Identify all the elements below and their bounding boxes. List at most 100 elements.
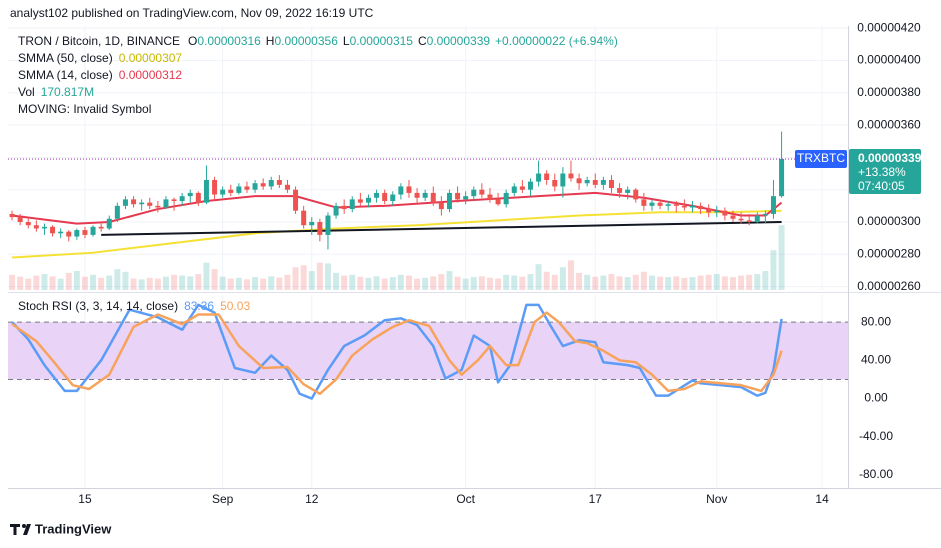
- candle-body: [681, 205, 687, 208]
- candle-body: [374, 192, 380, 198]
- candle-body: [106, 218, 112, 229]
- candle-body: [519, 186, 525, 190]
- x-tick-label: Sep: [212, 492, 234, 506]
- candle-body: [90, 226, 96, 235]
- volume-bar: [122, 271, 129, 290]
- volume-bar: [478, 276, 485, 290]
- volume-bar: [9, 274, 16, 290]
- legend-ohlc-value: 0.00000316: [197, 34, 261, 48]
- candle-body: [244, 186, 250, 190]
- footer-logo: TradingView: [10, 521, 112, 536]
- candle-body: [317, 221, 323, 235]
- candle-body: [552, 179, 558, 187]
- volume-bar: [446, 271, 453, 290]
- y-tick-label: 80.00: [861, 314, 891, 328]
- volume-bar: [349, 274, 356, 290]
- candle-body: [706, 209, 712, 213]
- candle-body: [357, 199, 363, 203]
- volume-bar: [397, 274, 404, 290]
- y-tick-label: 0.00000380: [857, 85, 921, 99]
- candle-body: [398, 186, 404, 195]
- candle-body: [17, 217, 23, 222]
- candle-body: [446, 192, 452, 210]
- candle-body: [9, 213, 15, 218]
- volume-bar: [341, 275, 348, 290]
- volume-bar: [592, 276, 599, 290]
- footer-brand: TradingView: [35, 521, 112, 536]
- y-tick-label: 40.00: [861, 353, 891, 367]
- candle-body: [649, 202, 655, 206]
- candle-body: [414, 192, 420, 198]
- volume-bar: [632, 274, 639, 290]
- candle-body: [714, 210, 720, 213]
- volume-bar: [25, 278, 32, 290]
- volume-bar: [567, 260, 574, 290]
- candle-body: [268, 179, 274, 187]
- volume-bar: [470, 277, 477, 290]
- volume-bar: [616, 276, 623, 290]
- volume-bar: [381, 278, 388, 290]
- legend-title: TRON / Bitcoin, 1D, BINANCE: [18, 34, 180, 48]
- stoch-value: 83.36: [184, 299, 214, 313]
- candle-body: [430, 192, 436, 203]
- candle-body: [536, 173, 542, 182]
- volume-bar: [162, 276, 169, 290]
- candle-body: [212, 179, 218, 195]
- volume-bar: [689, 277, 696, 290]
- legend-ohlc-key: O: [188, 34, 197, 48]
- legend-ohlc-value: 0.00000315: [350, 34, 414, 48]
- volume-bar: [98, 277, 105, 290]
- candle-body: [41, 226, 47, 229]
- candle-body: [390, 194, 396, 201]
- candle-body: [495, 199, 501, 205]
- candle-body: [260, 183, 266, 187]
- candle-body: [382, 192, 388, 201]
- candle-body: [511, 186, 517, 193]
- candle-body: [479, 189, 485, 195]
- logo-icon-dot: [22, 524, 26, 528]
- volume-bar: [211, 269, 218, 290]
- candle-body: [341, 205, 347, 210]
- volume-bar: [422, 277, 429, 290]
- volume-bar: [729, 277, 736, 290]
- candle-body: [58, 231, 64, 234]
- volume-bar: [130, 278, 137, 290]
- x-tick-label: 17: [589, 492, 603, 506]
- y-tick-label: 0.00000260: [857, 279, 921, 293]
- candle-body: [155, 205, 161, 208]
- volume-bar: [762, 271, 769, 290]
- volume-bar: [648, 275, 655, 290]
- legend-change: +0.00000022 (+6.94%): [495, 34, 618, 48]
- candle-body: [738, 218, 744, 221]
- legend-volume-value: 170.817M: [41, 85, 94, 99]
- symbol-box: [795, 150, 847, 168]
- candle-body: [25, 221, 31, 226]
- volume-bar: [389, 277, 396, 290]
- candle-body: [309, 221, 315, 226]
- candle-body: [228, 189, 234, 193]
- candle-body: [471, 189, 477, 197]
- candle-body: [527, 181, 533, 190]
- x-tick-label: Oct: [456, 492, 475, 506]
- volume-bar: [90, 274, 97, 290]
- volume-bar: [438, 274, 445, 290]
- candle-body: [560, 173, 566, 187]
- volume-bar: [576, 272, 583, 290]
- price-box-price-label: 0.00000339: [858, 151, 922, 165]
- volume-bar: [17, 276, 24, 290]
- legend-volume: Vol 170.817M: [18, 85, 94, 99]
- volume-bar: [705, 274, 712, 290]
- candle-body: [131, 199, 137, 205]
- candle-body: [568, 173, 574, 179]
- legend-moving: MOVING: Invalid Symbol: [18, 102, 151, 116]
- volume-bar: [333, 272, 340, 290]
- volume-bar: [33, 275, 40, 290]
- volume-bar: [243, 279, 250, 290]
- candle-body: [754, 215, 760, 222]
- volume-bar: [519, 276, 526, 290]
- legend-study-value: 0.00000307: [119, 51, 183, 65]
- volume-bar: [57, 278, 64, 290]
- candle-body: [349, 199, 355, 210]
- candle-body: [600, 179, 606, 185]
- stoch-title: Stoch RSI (3, 3, 14, 14, close): [18, 299, 178, 313]
